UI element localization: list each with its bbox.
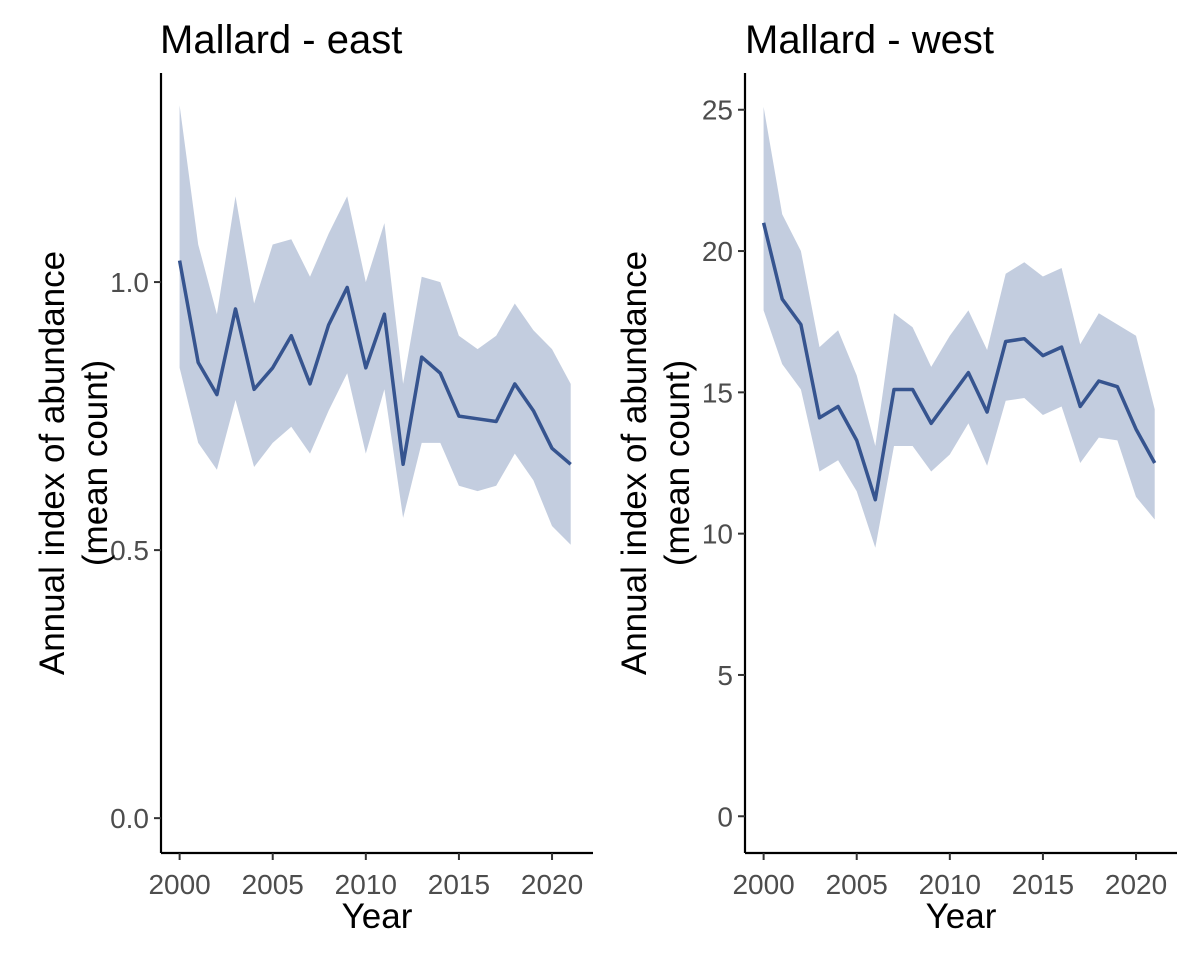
- x-tick-label: 2000: [732, 869, 794, 900]
- confidence-band: [179, 105, 571, 545]
- x-axis-title: Year: [926, 897, 997, 936]
- y-axis-title-line2: (mean count): [658, 360, 697, 566]
- index-line: [761, 222, 1157, 502]
- y-axis-ticks: 0 5 10 15 20 25: [702, 95, 745, 832]
- x-axis-title: Year: [342, 897, 413, 936]
- y-tick-label: 0: [717, 801, 733, 832]
- y-axis-title-line2: (mean count): [76, 360, 115, 566]
- x-tick-label: 2010: [919, 869, 981, 900]
- x-tick-label: 2000: [148, 869, 210, 900]
- confidence-band: [763, 106, 1155, 548]
- y-axis-ticks: 0.0 0.5 1.0: [110, 267, 161, 834]
- y-axis-title-line1: Annual index of abundance: [33, 251, 72, 675]
- x-tick-label: 2010: [335, 869, 397, 900]
- y-tick-label: 15: [702, 377, 733, 408]
- y-tick-label: 10: [702, 519, 733, 550]
- y-axis-title-line1: Annual index of abundance: [615, 251, 654, 675]
- chart-panel-east: Mallard - east 0.0 0.5 1.0 2000 2005 2010 201…: [33, 18, 593, 936]
- y-tick-label: 25: [702, 95, 733, 126]
- x-axis-ticks: 2000 2005 2010 2015 2020: [732, 853, 1167, 900]
- chart-title: Mallard - east: [160, 18, 402, 62]
- plot-area: [761, 106, 1157, 548]
- x-axis-ticks: 2000 2005 2010 2015 2020: [148, 853, 583, 900]
- y-tick-label: 20: [702, 236, 733, 267]
- x-tick-label: 2020: [521, 869, 583, 900]
- x-tick-label: 2015: [1012, 869, 1074, 900]
- y-tick-label: 1.0: [110, 267, 149, 298]
- index-line: [177, 260, 572, 467]
- x-tick-label: 2005: [826, 869, 888, 900]
- x-tick-label: 2015: [428, 869, 490, 900]
- y-tick-label: 0.0: [110, 803, 149, 834]
- y-tick-label: 0.5: [110, 535, 149, 566]
- x-tick-label: 2005: [242, 869, 304, 900]
- x-tick-label: 2020: [1105, 869, 1167, 900]
- plot-area: [177, 105, 572, 545]
- y-tick-label: 5: [717, 660, 733, 691]
- chart-title: Mallard - west: [745, 18, 994, 62]
